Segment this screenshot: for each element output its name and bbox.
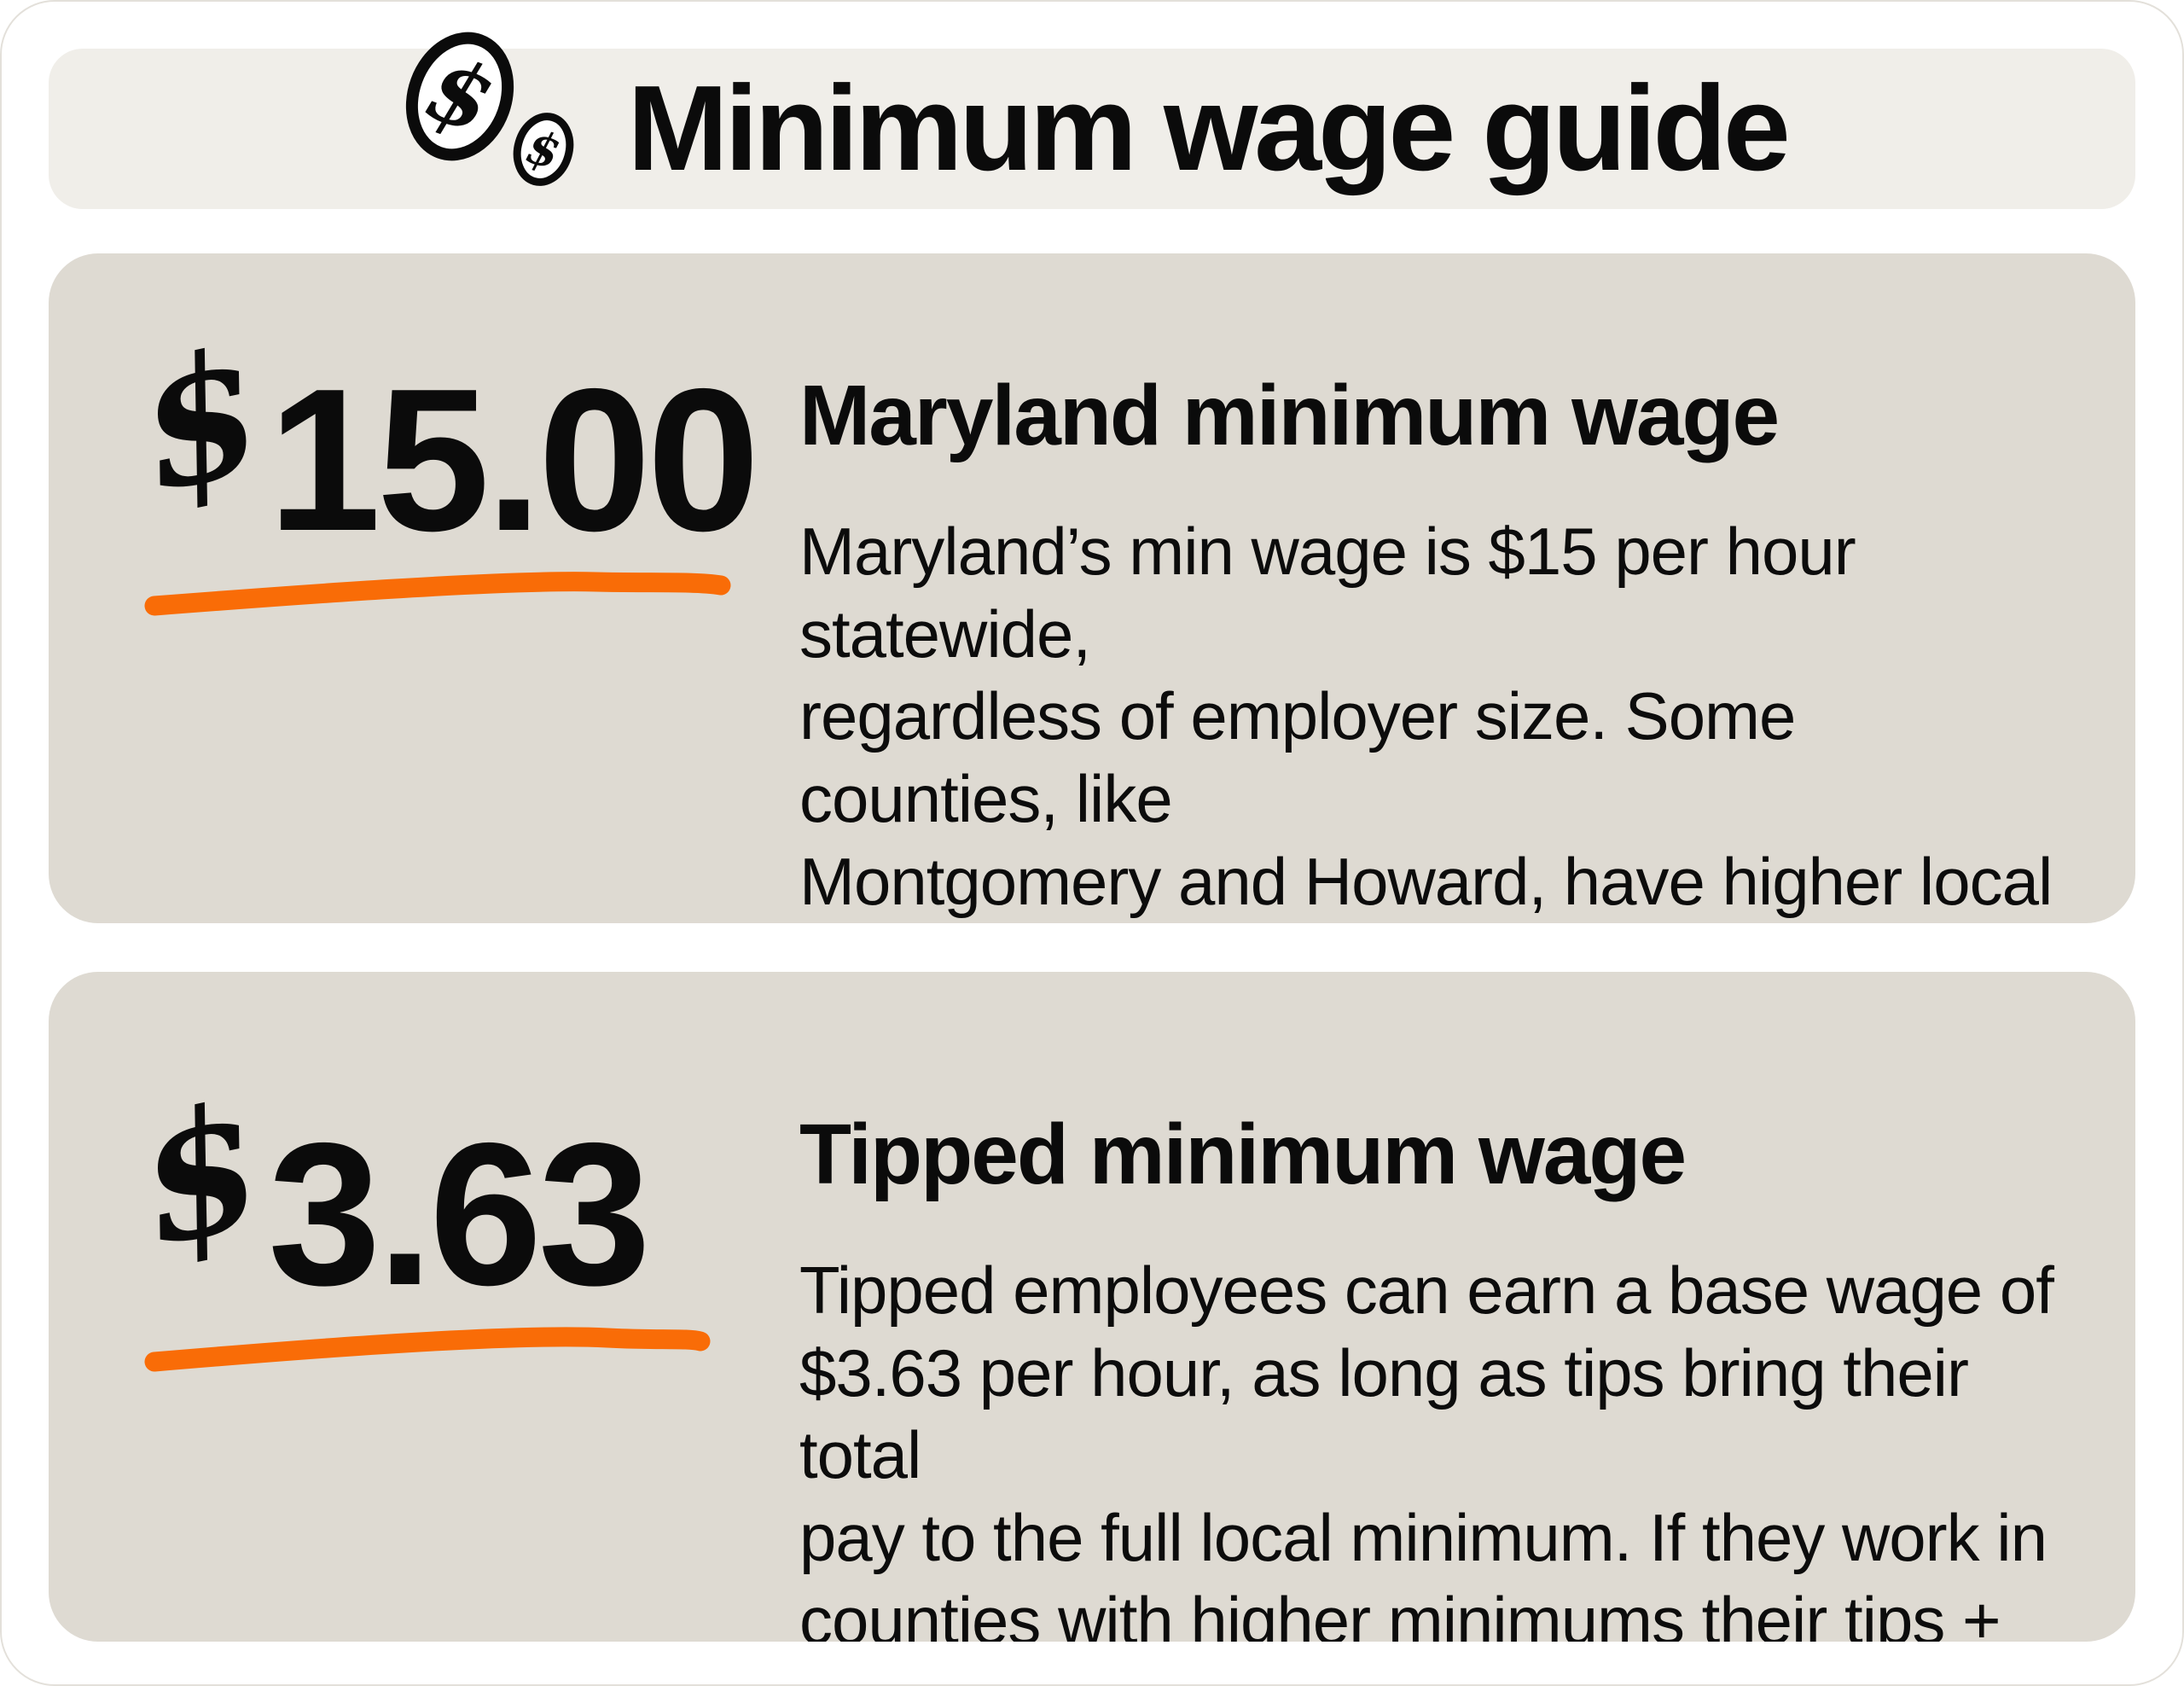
card-maryland-minimum-wage: $15.00 Maryland minimum wage Maryland’s … <box>49 253 2135 923</box>
amount-column: $15.00 <box>49 253 799 923</box>
amount-value: 3.63 <box>268 1102 651 1328</box>
amount-value: 15.00 <box>268 347 760 573</box>
coins-icon: $ $ <box>406 32 574 186</box>
amount-maryland: $15.00 <box>121 311 799 561</box>
amount-tipped: $3.63 <box>121 1065 799 1316</box>
orange-underline <box>144 1327 711 1372</box>
dollar-sign: $ <box>120 311 279 532</box>
page-title: Minimum wage guide <box>627 61 1790 196</box>
card-body: Tipped employees can earn a base wage of… <box>799 1253 2054 1642</box>
amount-column: $3.63 <box>49 972 799 1642</box>
text-column: Maryland minimum wage Maryland’s min wag… <box>799 253 2135 923</box>
card-tipped-minimum-wage: $3.63 Tipped minimum wage Tipped employe… <box>49 972 2135 1642</box>
card-heading: Maryland minimum wage <box>799 368 1780 463</box>
text-column: Tipped minimum wage Tipped employees can… <box>799 972 2135 1642</box>
orange-underline <box>144 572 731 616</box>
card-heading: Tipped minimum wage <box>799 1107 1687 1202</box>
dollar-sign: $ <box>120 1065 279 1286</box>
card-body: Maryland’s min wage is $15 per hour stat… <box>799 514 2053 919</box>
header-bar: $ $ Minimum wage guide <box>49 32 2135 209</box>
